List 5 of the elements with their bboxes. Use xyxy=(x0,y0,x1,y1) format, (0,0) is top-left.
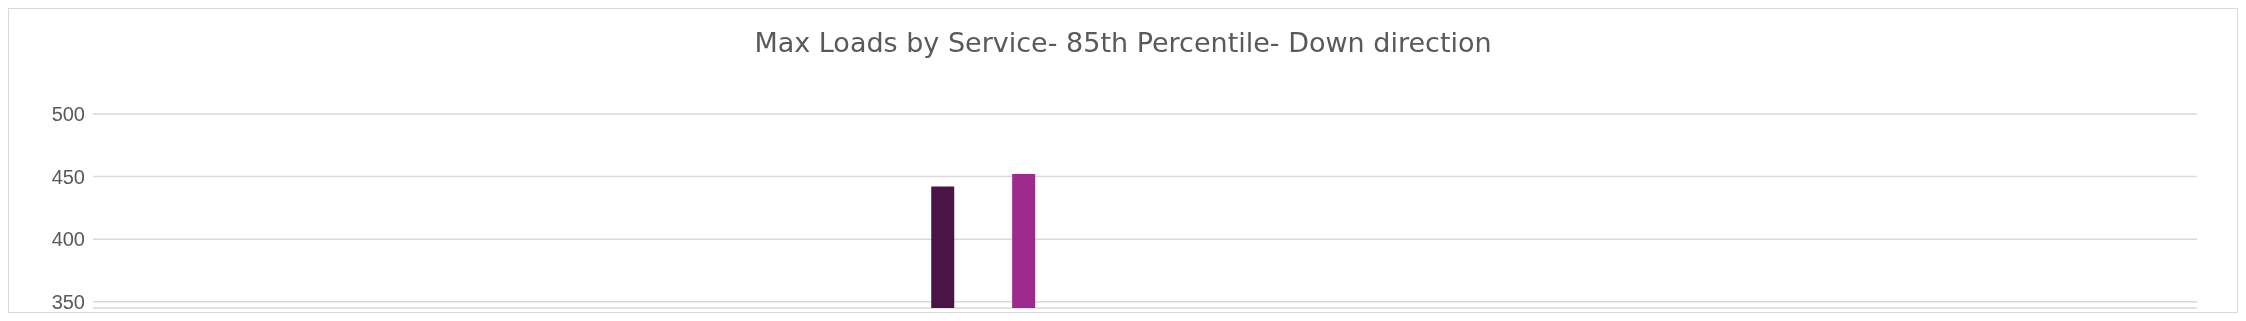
y-tick-label: 500 xyxy=(51,103,85,126)
y-tick-label: 400 xyxy=(51,228,85,251)
y-tick-label: 350 xyxy=(51,290,85,313)
chart-title: Max Loads by Service- 85th Percentile- Down direction xyxy=(753,27,1493,58)
y-tick-label: 450 xyxy=(51,165,85,188)
